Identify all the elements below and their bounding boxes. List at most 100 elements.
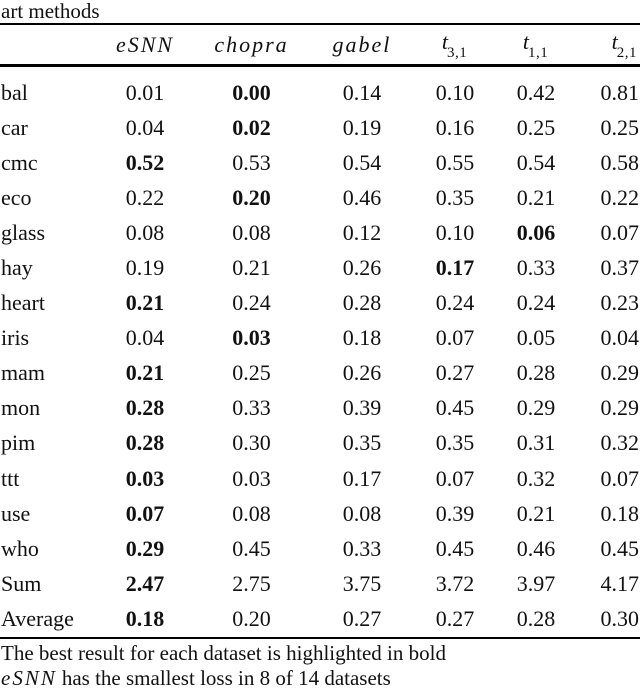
table-cell: 0.29 <box>600 360 640 386</box>
table-cell: 0.26 <box>342 255 382 281</box>
table-cell: 0.07 <box>600 219 640 245</box>
table-row: heart 0.21 0.24 0.28 0.24 0.24 0.23 <box>0 286 640 321</box>
table-cell: 0.28 <box>516 605 556 631</box>
table-row: car 0.04 0.02 0.19 0.16 0.25 0.25 <box>0 110 640 145</box>
table-cell: 0.21 <box>516 184 556 210</box>
col-header-t21-label: t2,1 <box>611 29 637 61</box>
table-cell: 0.00 <box>232 79 271 105</box>
table-cell: 0.45 <box>232 535 271 561</box>
row-label: glass <box>1 219 45 245</box>
table-row: cmc 0.52 0.53 0.54 0.55 0.54 0.58 <box>0 145 640 180</box>
table-cell: 0.46 <box>516 535 556 561</box>
table-cell: 0.54 <box>516 149 556 175</box>
table-cell: 0.28 <box>125 430 165 456</box>
table-cell: 0.29 <box>516 395 556 421</box>
table-cell: 0.20 <box>232 184 271 210</box>
table-cell: 0.24 <box>516 290 556 316</box>
table-cell: 0.24 <box>435 290 475 316</box>
row-label: mam <box>1 360 45 386</box>
row-label: car <box>1 114 28 140</box>
table-cell: 0.04 <box>600 325 640 351</box>
col-header-chopra-label: chopra <box>214 31 289 57</box>
table-cell: 0.32 <box>516 465 556 491</box>
table-cell: 0.19 <box>125 255 165 281</box>
table-cell: 0.08 <box>125 219 165 245</box>
table-body: bal 0.01 0.00 0.14 0.10 0.42 0.81 car 0.04 0.02 0.… <box>0 66 640 638</box>
table-row: iris 0.04 0.03 0.18 0.07 0.05 0.04 <box>0 321 640 356</box>
table-cell: 0.18 <box>600 500 640 526</box>
table-cell: 0.28 <box>125 395 165 421</box>
table-row: ttt 0.03 0.03 0.17 0.07 0.32 0.07 <box>0 461 640 496</box>
table-cell: 0.81 <box>600 79 640 105</box>
table-cell: 0.02 <box>232 114 271 140</box>
table-cell: 0.58 <box>600 149 640 175</box>
col-header-esnn-label: eSNN <box>115 31 175 57</box>
table-cell: 0.29 <box>600 395 640 421</box>
table-cell: 2.75 <box>232 570 271 596</box>
table-cell: 0.21 <box>516 500 556 526</box>
table-cell: 0.46 <box>342 184 382 210</box>
table-row: who 0.29 0.45 0.33 0.45 0.46 0.45 <box>0 531 640 566</box>
table-row: Sum 2.47 2.75 3.75 3.72 3.97 4.17 <box>0 566 640 601</box>
row-label: iris <box>1 325 30 351</box>
footnote-esnn-text: has the smallest loss in 8 of 14 dataset… <box>61 665 391 690</box>
table-cell: 0.08 <box>232 500 271 526</box>
table-row: use 0.07 0.08 0.08 0.39 0.21 0.18 <box>0 496 640 531</box>
row-label: bal <box>1 79 28 105</box>
row-label: who <box>1 535 39 561</box>
table-cell: 0.45 <box>600 535 640 561</box>
row-label: ttt <box>1 465 20 491</box>
table-cell: 0.21 <box>125 290 165 316</box>
table-cell: 0.18 <box>342 325 382 351</box>
table-cell: 0.14 <box>342 79 382 105</box>
col-header-chopra: chopra <box>198 24 305 67</box>
row-label: cmc <box>1 149 38 175</box>
row-label: pim <box>1 430 36 456</box>
header-empty-cell <box>0 24 92 67</box>
col-header-t31: t3,1 <box>419 24 491 67</box>
table-row: hay 0.19 0.21 0.26 0.17 0.33 0.37 <box>0 250 640 285</box>
table-row: glass 0.08 0.08 0.12 0.10 0.06 0.07 <box>0 215 640 250</box>
table-cell: 0.04 <box>125 325 165 351</box>
col-header-t11-label: t1,1 <box>522 29 549 61</box>
table-cell: 0.08 <box>232 219 271 245</box>
table-row: pim 0.28 0.30 0.35 0.35 0.31 0.32 <box>0 426 640 461</box>
table-row: Average 0.18 0.20 0.27 0.27 0.28 0.30 <box>0 601 640 637</box>
table-cell: 0.35 <box>435 430 475 456</box>
table-cell: 4.17 <box>600 570 640 596</box>
table-cell: 0.17 <box>435 255 475 281</box>
table-cell: 0.12 <box>342 219 382 245</box>
table-cell: 0.17 <box>342 465 382 491</box>
table-cell: 0.08 <box>342 500 382 526</box>
table-cell: 0.28 <box>342 290 382 316</box>
table-cell: 0.03 <box>232 465 271 491</box>
table-cell: 0.39 <box>435 500 475 526</box>
table-cell: 0.32 <box>600 430 640 456</box>
table-cell: 0.52 <box>125 149 165 175</box>
table-cell: 0.25 <box>600 114 640 140</box>
table-cell: 0.01 <box>125 79 165 105</box>
table-footnotes: The best result for each dataset is high… <box>0 641 640 691</box>
table-cell: 0.45 <box>435 395 475 421</box>
table-cell: 0.24 <box>232 290 271 316</box>
table-cell: 0.42 <box>516 79 556 105</box>
table-row: eco 0.22 0.20 0.46 0.35 0.21 0.22 <box>0 180 640 215</box>
col-header-gabel-label: gabel <box>332 31 392 57</box>
table-cell: 0.31 <box>516 430 556 456</box>
header-row: eSNN chopra gabel t3,1 t1,1 t2,1 <box>0 24 640 67</box>
table-cell: 0.06 <box>516 219 556 245</box>
table-cell: 0.39 <box>342 395 382 421</box>
table-cell: 0.07 <box>600 465 640 491</box>
table-cell: 0.29 <box>125 535 165 561</box>
table-cell: 0.33 <box>232 395 271 421</box>
footnote-bold-note: The best result for each dataset is high… <box>1 640 446 665</box>
table-cell: 0.55 <box>435 149 475 175</box>
table-cell: 0.03 <box>125 465 165 491</box>
row-label: mon <box>1 395 41 421</box>
table-cell: 3.72 <box>435 570 475 596</box>
table-cell: 0.19 <box>342 114 382 140</box>
results-table: eSNN chopra gabel t3,1 t1,1 t2,1 ba <box>0 23 640 639</box>
table-cell: 0.04 <box>125 114 165 140</box>
table-cell: 0.22 <box>600 184 640 210</box>
